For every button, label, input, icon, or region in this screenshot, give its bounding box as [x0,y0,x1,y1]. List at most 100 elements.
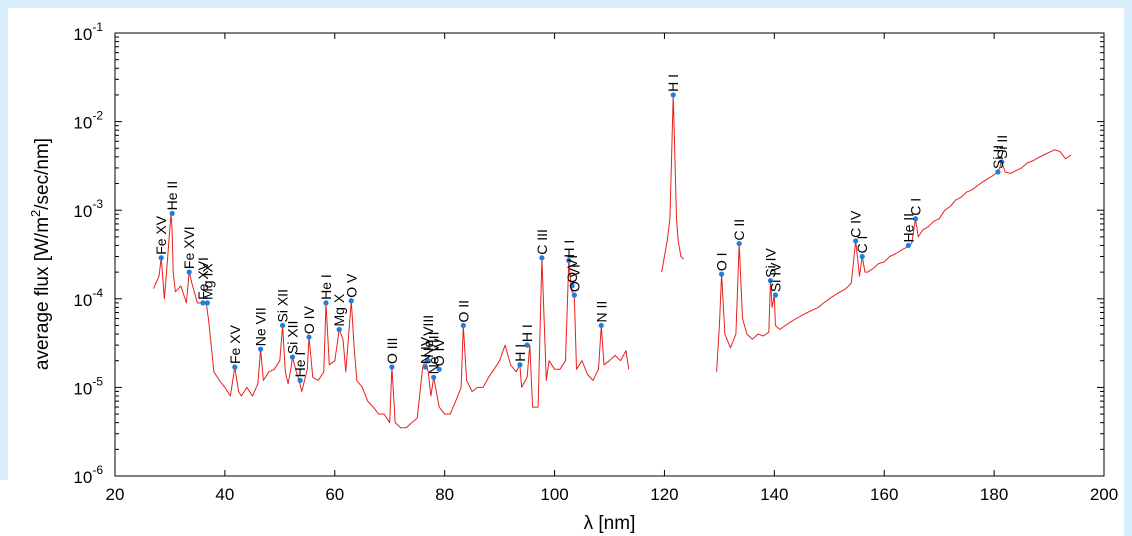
x-tick-label: 20 [106,485,125,504]
y-tick-exponent: -3 [92,197,103,211]
line-marker [204,300,210,306]
line-label: O VI [564,255,580,283]
line-marker [912,216,919,222]
line-label: He I [292,352,308,378]
line-label: C III [534,229,550,255]
line-marker [323,300,329,306]
line-marker [258,346,264,352]
y-tick-base: 10 [73,468,92,487]
line-label: Ne VII [253,307,269,346]
y-tick-exponent: -5 [92,374,103,388]
line-marker [995,169,1001,175]
y-tick-label: 10-4 [73,286,103,310]
line-marker [999,159,1005,165]
line-label: Mg IX [199,263,215,300]
line-label: O IV [301,305,317,334]
line-marker [539,255,545,261]
line-marker [169,210,175,217]
line-label: Fe XVI [195,257,211,300]
x-tick-label: 200 [1090,485,1118,504]
line-marker [279,322,286,329]
line-label: C IV [848,210,864,238]
y-tick-label: 10-3 [73,197,103,221]
line-label: O I [714,252,730,271]
y-tick-base: 10 [73,114,92,133]
line-label: H I [665,74,681,92]
line-marker [460,322,466,329]
line-label: He I [318,274,334,300]
x-axis-title: λ [nm] [584,513,636,534]
y-tick-label: 10-2 [73,109,103,133]
line-label: Si II [994,135,1010,159]
line-marker [736,240,742,247]
line-label: C I [908,198,924,216]
line-label: He II [900,213,916,243]
y-tick-exponent: -1 [92,20,103,34]
line-marker [598,322,604,329]
line-label: O VI [566,264,582,292]
frame-band-right [1124,0,1132,536]
line-marker [200,300,206,306]
line-marker [859,253,865,260]
line-label: C II [731,219,747,241]
line-label: Mg X [331,293,347,326]
y-tick-exponent: -4 [92,286,103,300]
line-marker [422,364,429,370]
frame-band-left [0,0,8,480]
line-label: Fe XV [153,215,169,255]
y-tick-exponent: -6 [92,463,103,477]
line-label: H I [561,240,577,258]
line-label: H I [519,324,535,342]
line-label: O III [384,338,400,364]
line-marker [306,334,312,340]
y-tick-base: 10 [73,379,92,398]
line-marker [772,292,779,298]
line-label: Si XII [275,289,291,322]
x-axis: 20 40 60 80 100 120 140 160 180 200 [106,33,1118,504]
line-marker [389,364,395,370]
line-marker [186,269,192,275]
line-marker [158,255,164,261]
line-marker [517,362,523,368]
x-tick-label: 40 [215,485,234,504]
line-label: He II [164,181,180,211]
x-tick-label: 60 [325,485,344,504]
line-marker [348,298,354,304]
line-label: Si IV [767,262,783,292]
line-marker [425,358,431,364]
spectrum-line-segment [153,212,630,429]
y-tick-label: 10-5 [73,374,103,398]
y-axis-title-part1: average flux [W/m [32,217,53,370]
y-tick-label: 10-6 [73,463,103,487]
x-tick-label: 120 [650,485,678,504]
line-marker [436,366,442,372]
y-tick-exponent: -2 [92,109,103,123]
line-marker [566,257,572,264]
y-tick-label: 10-1 [73,20,103,44]
line-label: O IV [431,338,447,367]
line-label: C I [854,236,870,254]
marker-group [158,92,1005,383]
line-marker [905,242,911,249]
line-marker [297,377,303,383]
line-marker [571,292,577,298]
line-label: H I [512,344,528,362]
line-label: O II [455,300,471,323]
line-marker [524,342,530,348]
y-tick-base: 10 [73,25,92,44]
x-tick-label: 80 [435,485,454,504]
line-label: Si IV [763,247,779,277]
line-label: Fe XV [227,324,243,364]
y-axis: 10-610-510-410-310-210-1 [73,20,1104,487]
y-tick-base: 10 [73,202,92,221]
line-marker [569,283,575,289]
line-label: Si XII [285,321,301,354]
line-label: Ne VIII [426,332,442,375]
x-tick-label: 140 [760,485,788,504]
line-label: O V [343,273,359,298]
line-label: Ne VIII [420,315,436,358]
line-label: Si II [990,145,1006,169]
x-tick-label: 180 [980,485,1008,504]
